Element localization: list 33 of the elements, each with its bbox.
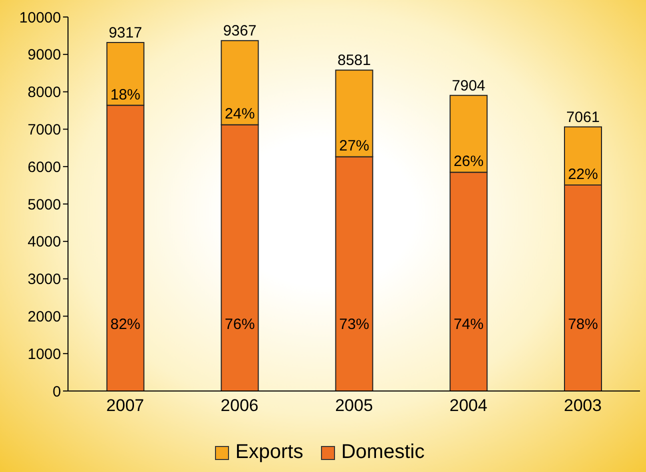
y-tick-label: 3000 bbox=[28, 271, 61, 288]
x-tick-label: 2003 bbox=[564, 396, 602, 416]
y-tick-label: 10000 bbox=[19, 9, 61, 26]
y-tick-label: 9000 bbox=[28, 46, 61, 64]
y-tick-label: 1000 bbox=[28, 346, 61, 363]
legend-label: Exports bbox=[235, 441, 304, 464]
annotation: 74% bbox=[454, 316, 484, 333]
x-tick-label: 2005 bbox=[335, 396, 373, 416]
y-tick-label: 7000 bbox=[28, 122, 61, 139]
annotation: 73% bbox=[339, 316, 370, 333]
y-tick-label: 2000 bbox=[28, 308, 61, 326]
total-label: 9317 bbox=[108, 24, 142, 42]
total-label: 9367 bbox=[223, 22, 256, 40]
annotation: 26% bbox=[454, 153, 484, 170]
annotation: 24% bbox=[224, 106, 255, 123]
y-tick-label: 4000 bbox=[28, 234, 61, 251]
total-label: 7904 bbox=[452, 77, 486, 94]
annotation: 22% bbox=[568, 166, 598, 183]
x-tick-label: 2004 bbox=[449, 396, 488, 416]
annotation: 76% bbox=[224, 316, 255, 333]
text: Domestic bbox=[341, 441, 425, 464]
x-tick-label: 2006 bbox=[220, 396, 259, 416]
annotation: 78% bbox=[568, 316, 598, 333]
annotation: 27% bbox=[339, 138, 370, 155]
y-tick-label: 0 bbox=[52, 383, 61, 400]
annotation: 82% bbox=[110, 316, 140, 333]
x-tick-label: 2007 bbox=[106, 396, 144, 416]
y-tick-label: 5000 bbox=[28, 196, 61, 214]
total-label: 8581 bbox=[338, 52, 371, 70]
annotation: 18% bbox=[110, 86, 140, 104]
y-tick-label: 6000 bbox=[28, 158, 61, 176]
y-tick-label: 8000 bbox=[28, 84, 61, 102]
total-label: 7061 bbox=[566, 108, 600, 126]
